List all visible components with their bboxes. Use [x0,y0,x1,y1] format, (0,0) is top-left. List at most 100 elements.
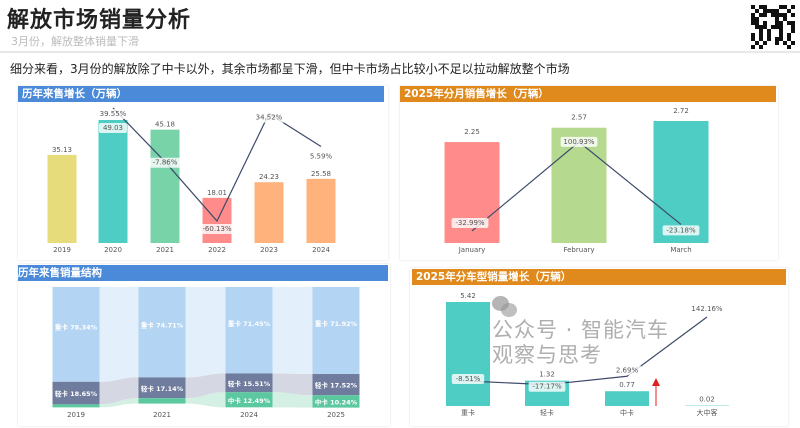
value-label: 45.18 [155,121,175,129]
growth-label-bg [307,151,335,162]
panel-title: 2025年分车型销量增长（万辆） [412,269,786,285]
value-label: 2.72 [673,107,689,115]
category-label: 2019 [53,246,71,254]
category-label: 中卡 [620,408,634,417]
bar-2020 [98,120,128,243]
growth-label: 39.55% [100,110,127,118]
value-label: 5.42 [460,292,476,300]
category-label: 轻卡 [540,408,554,417]
category-label: 2025 [327,411,345,419]
flow-重卡 [272,287,313,375]
page-subtitle: 3月份，解放整体销量下滑 [11,35,139,48]
panel-title: 历年来售销量结构 [18,265,388,281]
category-label: 重卡 [461,408,475,417]
category-label: 2019 [67,411,85,419]
growth-label-bg [688,303,726,314]
red-arrowhead-icon [652,378,660,386]
qr-code [751,5,795,49]
growth-label-bg [451,374,485,385]
segment-重卡-2021 [138,287,186,378]
segment-重卡-2019 [52,287,100,382]
category-label: 2021 [153,411,171,419]
segment-轻卡-2019 [52,381,100,405]
category-label: March [670,246,691,254]
value-label: 1.32 [539,371,555,379]
value-label: 2.57 [571,114,587,122]
value-label: 24.23 [259,173,279,181]
growth-label: 5.59% [310,152,333,160]
value-label: 49.03 [103,124,123,132]
category-label: 2024 [312,246,330,254]
growth-label-bg [148,157,182,168]
segment-label: 轻卡 17.52% [315,381,358,390]
segment-label: 重卡 71.92% [315,319,358,328]
growth-label: 100.93% [563,138,594,146]
category-label: 2022 [208,246,226,254]
panel-title: 2025年分月销售增长（万辆） [400,86,776,102]
segment-label: 中卡 12.49% [228,396,271,405]
segment-label: 轻卡 15.51% [228,379,271,388]
value-label: 18.01 [207,189,227,197]
growth-label: -8.51% [456,375,481,383]
flow-中卡 [272,392,313,408]
watermark: 公众号 · 智能汽车观察与思考 [492,296,688,368]
segment-轻卡-2021 [138,377,186,399]
growth-label: -60.13% [202,225,232,233]
segment-中卡-2025 [312,395,360,408]
growth-line [467,316,708,386]
bar-中卡 [605,391,649,406]
description-text: 细分来看，3月份的解放除了中卡以外，其余市场都呈下滑，但中卡市场占比较小不足以拉… [10,62,570,76]
category-label: 2021 [156,246,174,254]
panel-title: 历年来售增长（万辆） [18,86,384,102]
growth-label: -7.86% [153,159,178,167]
value-label: 25.58 [311,170,331,178]
value-label: 2.25 [464,128,480,136]
segment-重卡-2024 [225,287,273,374]
growth-label: 142.16% [691,305,722,313]
value-label-bg [99,123,127,133]
flow-中卡 [99,398,139,408]
flow-中卡 [185,392,226,408]
bar-重卡 [446,302,490,406]
flow-轻卡 [272,373,313,396]
bar-2024 [306,178,336,243]
segment-中卡-2021 [138,398,186,404]
growth-label-bg [451,217,489,228]
value-label: 35.13 [52,146,72,154]
segment-重卡-2025 [312,287,360,375]
segment-轻卡-2025 [312,374,360,396]
divider [0,51,800,53]
growth-label-bg [560,136,598,147]
growth-label-bg [528,381,566,392]
flow-重卡 [99,287,139,382]
bar-2023 [254,182,284,243]
segment-label: 重卡 78.34% [55,323,98,332]
category-label: 大中客 [697,408,718,417]
page-title: 解放市场销量分析 [7,8,192,33]
segment-中卡-2024 [225,392,273,408]
value-label: 0.02 [699,396,715,404]
growth-label: -23.18% [666,226,696,234]
category-label: January [458,246,486,254]
segment-label: 重卡 71.45% [228,319,271,328]
bar-March [653,121,709,243]
growth-label-bg [96,108,130,119]
segment-轻卡-2024 [225,373,273,393]
growth-line [112,107,322,223]
watermark-text: 公众号 · 智能汽车观察与思考 [492,318,670,367]
bar-2019 [47,154,77,243]
bar-February [551,127,607,243]
segment-label: 轻卡 18.65% [55,389,98,398]
growth-label-bg [198,223,236,234]
flow-轻卡 [99,377,139,405]
growth-label: 34.52% [256,114,283,122]
growth-label-bg [613,365,641,376]
category-label: 2024 [240,411,258,419]
value-label: 0.77 [619,381,635,389]
growth-label: -32.99% [455,219,485,227]
bar-2021 [150,129,180,243]
segment-label: 重卡 74.71% [141,321,184,330]
wechat-icon [492,296,518,318]
segment-中卡-2019 [52,404,100,408]
